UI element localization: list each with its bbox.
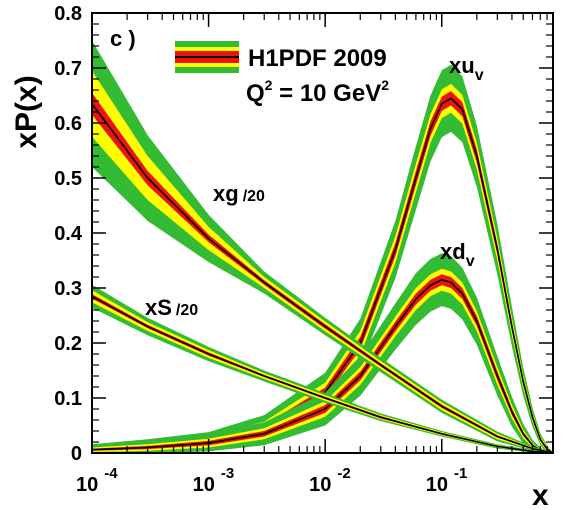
panel-label: c )	[110, 26, 136, 51]
x-tick-label: 10-1	[426, 465, 468, 496]
x-tick-label: 10-4	[76, 465, 118, 496]
central-line-xdv	[91, 278, 554, 454]
y-tick-label: 0.5	[54, 168, 82, 190]
axis-ticks	[91, 12, 554, 454]
x-tick-labels: 10-4 10-3 10-2 10-1	[76, 465, 467, 496]
legend: H1PDF 2009 Q2 = 10 GeV2	[175, 41, 389, 107]
band-middle-xdv	[92, 268, 553, 453]
central-line-xg20	[91, 103, 554, 454]
y-tick-label: 0.4	[54, 223, 83, 245]
y-tick-label: 0.3	[54, 278, 82, 300]
label-xg20: xg/20	[213, 181, 265, 206]
y-tick-label: 0.1	[54, 388, 82, 410]
label-xS20: xS/20	[145, 295, 198, 320]
y-tick-label: 0	[71, 443, 82, 465]
legend-scale: Q2 = 10 GeV2	[246, 77, 389, 107]
x-axis-title: x	[532, 479, 549, 510]
y-tick-labels: 0 0.1 0.2 0.3 0.4 0.5 0.6 0.7 0.8	[54, 3, 83, 465]
legend-title: H1PDF 2009	[248, 45, 387, 72]
y-tick-label: 0.7	[54, 58, 82, 80]
y-tick-label: 0.6	[54, 113, 82, 135]
x-tick-label: 10-3	[193, 465, 235, 496]
y-tick-label: 0.2	[54, 333, 82, 355]
band-outer-xuv	[92, 64, 553, 453]
pdf-bands	[91, 40, 554, 454]
x-tick-label: 10-2	[309, 465, 351, 496]
label-xuv: xuv	[449, 53, 484, 84]
label-xdv: xdv	[440, 239, 475, 270]
y-tick-label: 0.8	[54, 3, 82, 25]
y-axis-title: xP(x)	[10, 75, 43, 148]
central-line-xS20	[91, 295, 554, 454]
band-outer-xdv	[92, 253, 553, 453]
